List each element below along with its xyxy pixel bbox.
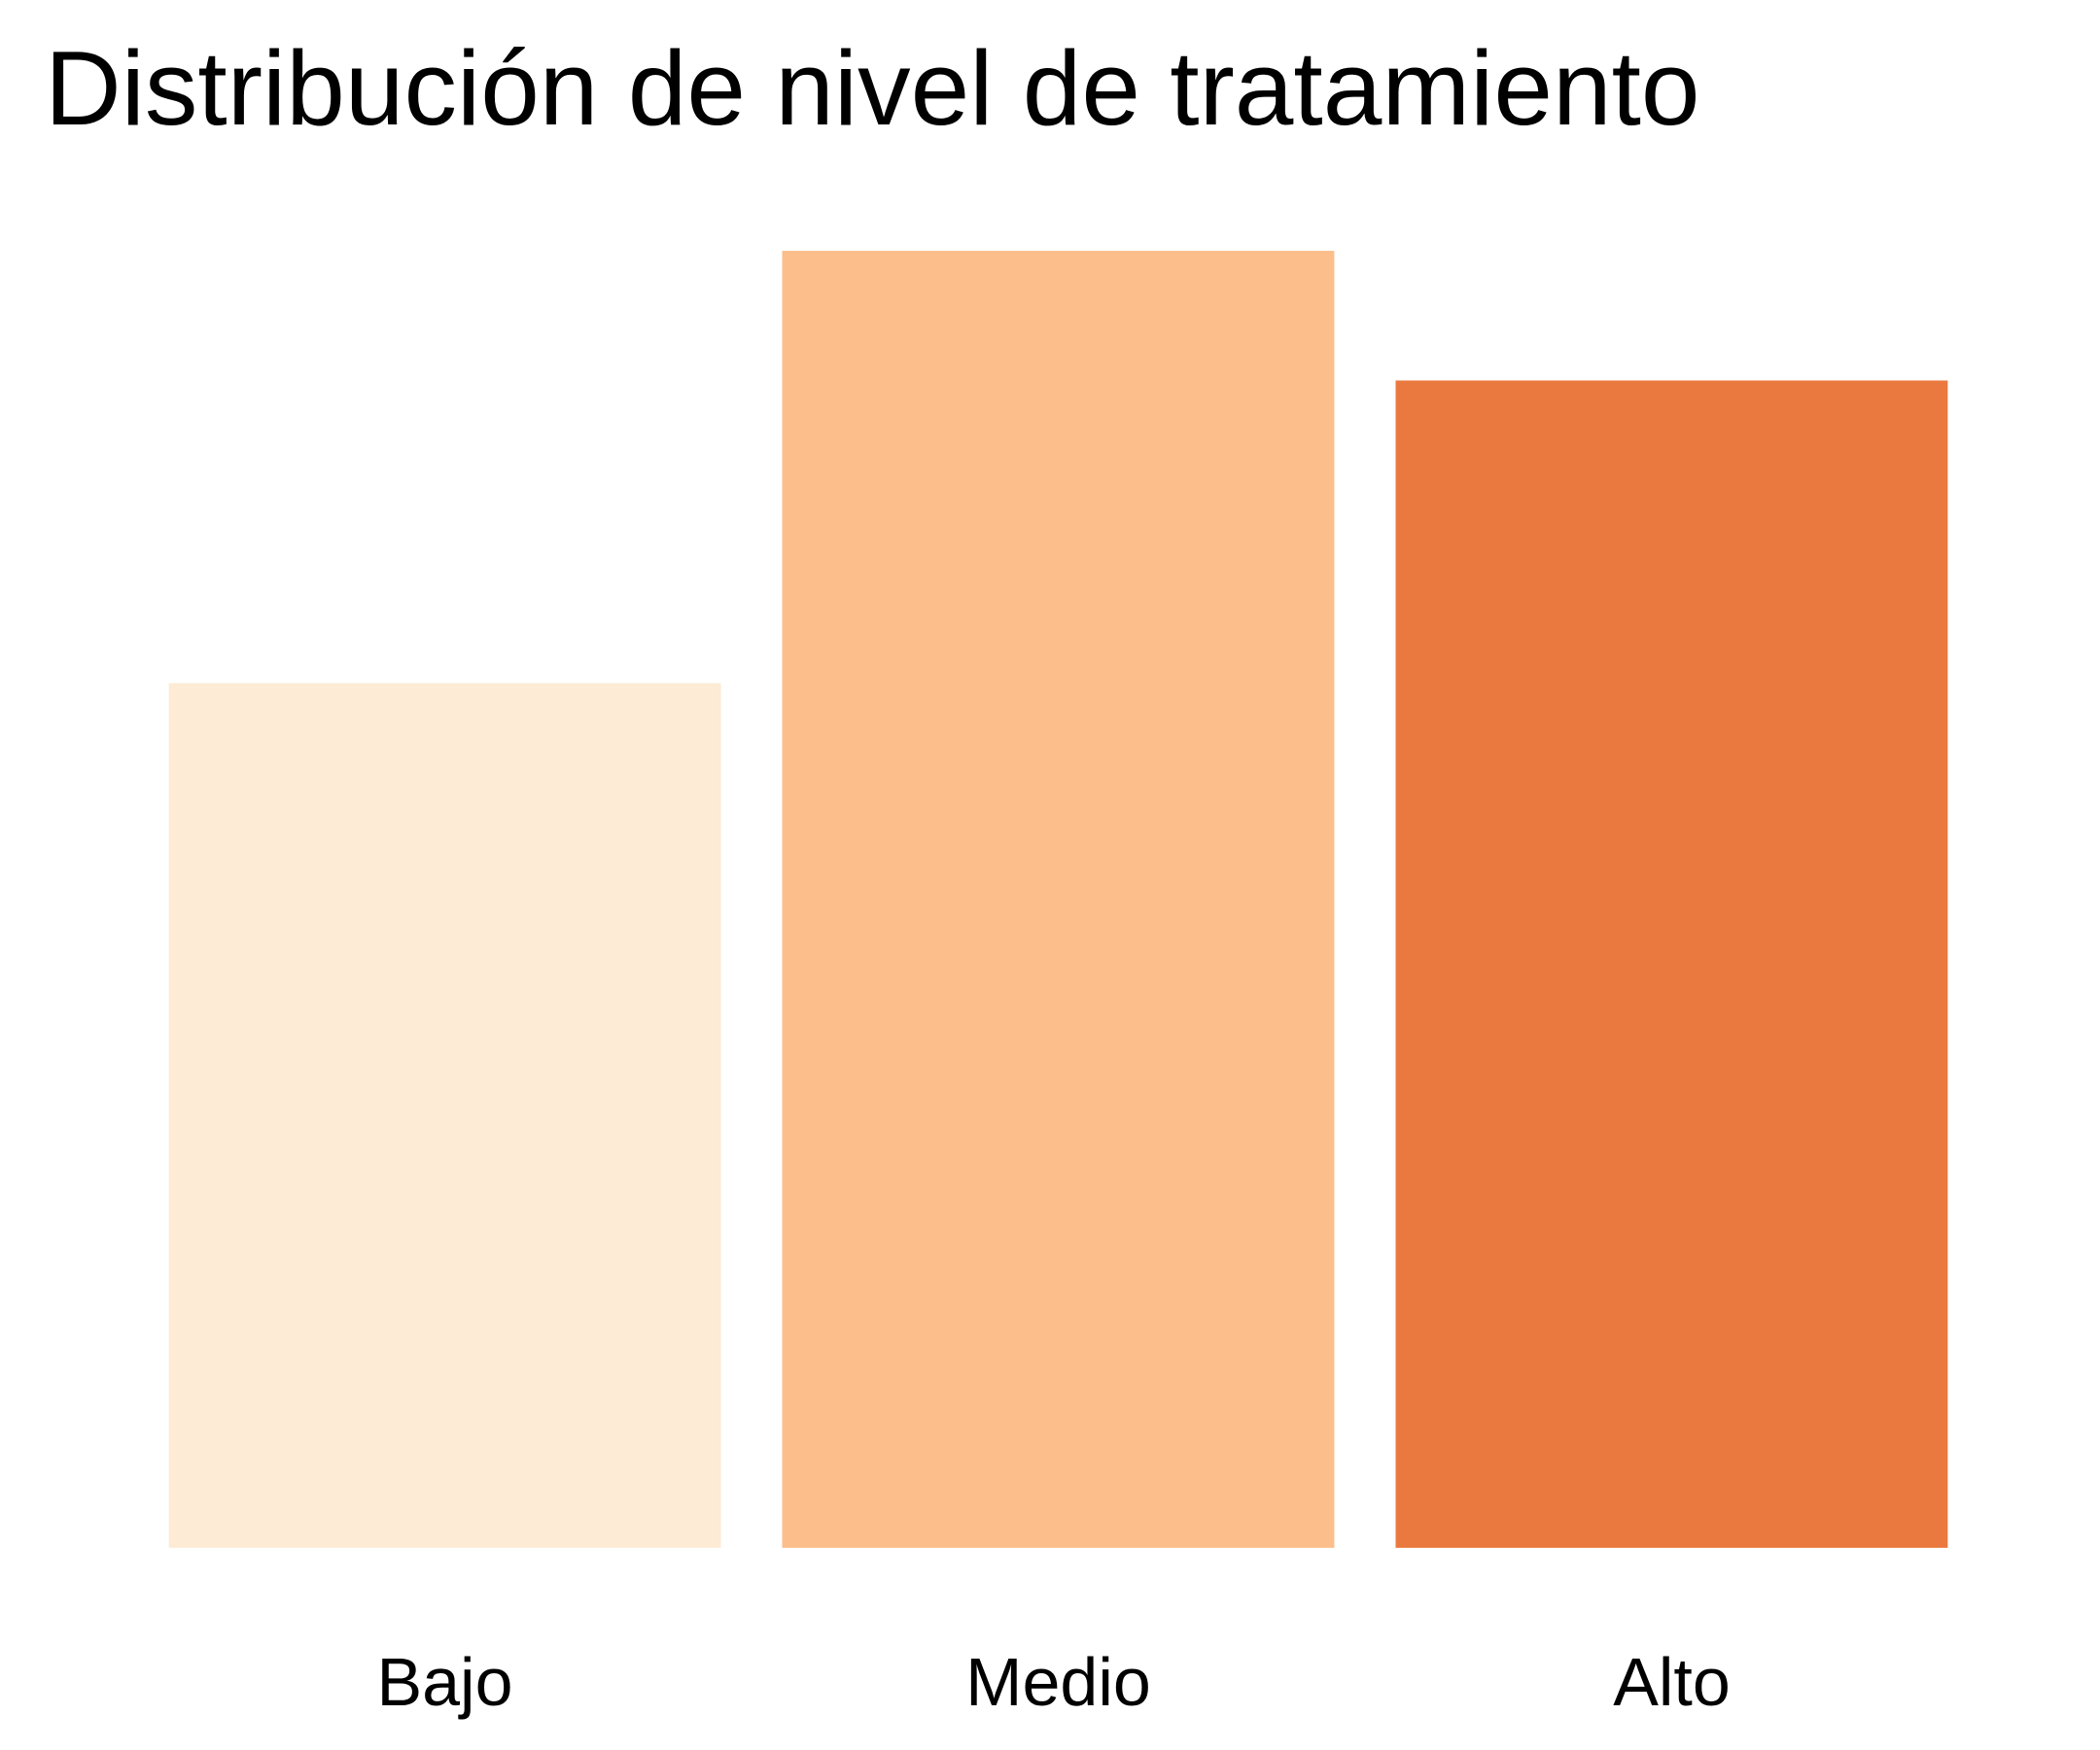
bars-group xyxy=(168,251,1948,1548)
x-tick-label-medio: Medio xyxy=(965,1644,1151,1720)
x-tick-label-bajo: Bajo xyxy=(376,1644,512,1720)
x-tick-label-alto: Alto xyxy=(1613,1644,1731,1720)
bar-alto xyxy=(1395,380,1948,1548)
bar-medio xyxy=(782,251,1335,1548)
bar-bajo xyxy=(168,682,721,1548)
chart-title: Distribución de nivel de tratamiento xyxy=(45,29,1700,148)
x-axis-tick-labels: Bajo Medio Alto xyxy=(376,1644,1730,1720)
